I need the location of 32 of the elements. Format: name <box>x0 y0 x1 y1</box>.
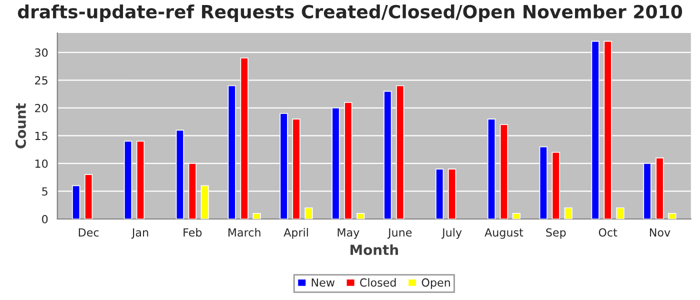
legend-label: New <box>312 278 335 287</box>
bar <box>252 213 261 219</box>
x-tick-label: August <box>484 228 524 239</box>
y-tick-label: 20 <box>35 104 48 112</box>
x-tick-label: March <box>228 228 260 237</box>
bar <box>512 213 520 219</box>
x-tick-label: Feb <box>184 228 202 237</box>
x-tick-label: Jan <box>131 228 148 239</box>
x-tick-label: July <box>441 228 462 239</box>
chart-title: drafts-update-ref Requests Created/Closed/Open November 2010 <box>18 4 682 22</box>
x-tick-label: Nov <box>650 228 670 237</box>
y-tick-label: 10 <box>35 159 48 168</box>
legend-label: Open <box>422 278 450 289</box>
bar <box>564 207 572 219</box>
bar <box>356 213 365 219</box>
x-tick-label: Dec <box>78 228 99 237</box>
y-axis-title: Count <box>15 103 26 148</box>
bar <box>616 207 624 219</box>
y-tick-label: 5 <box>42 187 48 196</box>
bar <box>668 213 676 219</box>
y-tick-label: 30 <box>35 48 48 57</box>
x-tick-label: June <box>387 228 412 239</box>
x-axis-title: Month <box>350 244 398 256</box>
x-tick-label: April <box>284 228 308 239</box>
y-tick-label: 0 <box>42 214 48 224</box>
x-tick-label: May <box>338 228 360 239</box>
x-tick-label: Oct <box>598 228 618 237</box>
x-tick-label: Sep <box>546 228 566 239</box>
y-tick-label: 25 <box>35 76 48 85</box>
y-tick-label: 15 <box>35 132 48 140</box>
legend-label: Closed <box>360 278 396 287</box>
bar <box>304 207 313 219</box>
